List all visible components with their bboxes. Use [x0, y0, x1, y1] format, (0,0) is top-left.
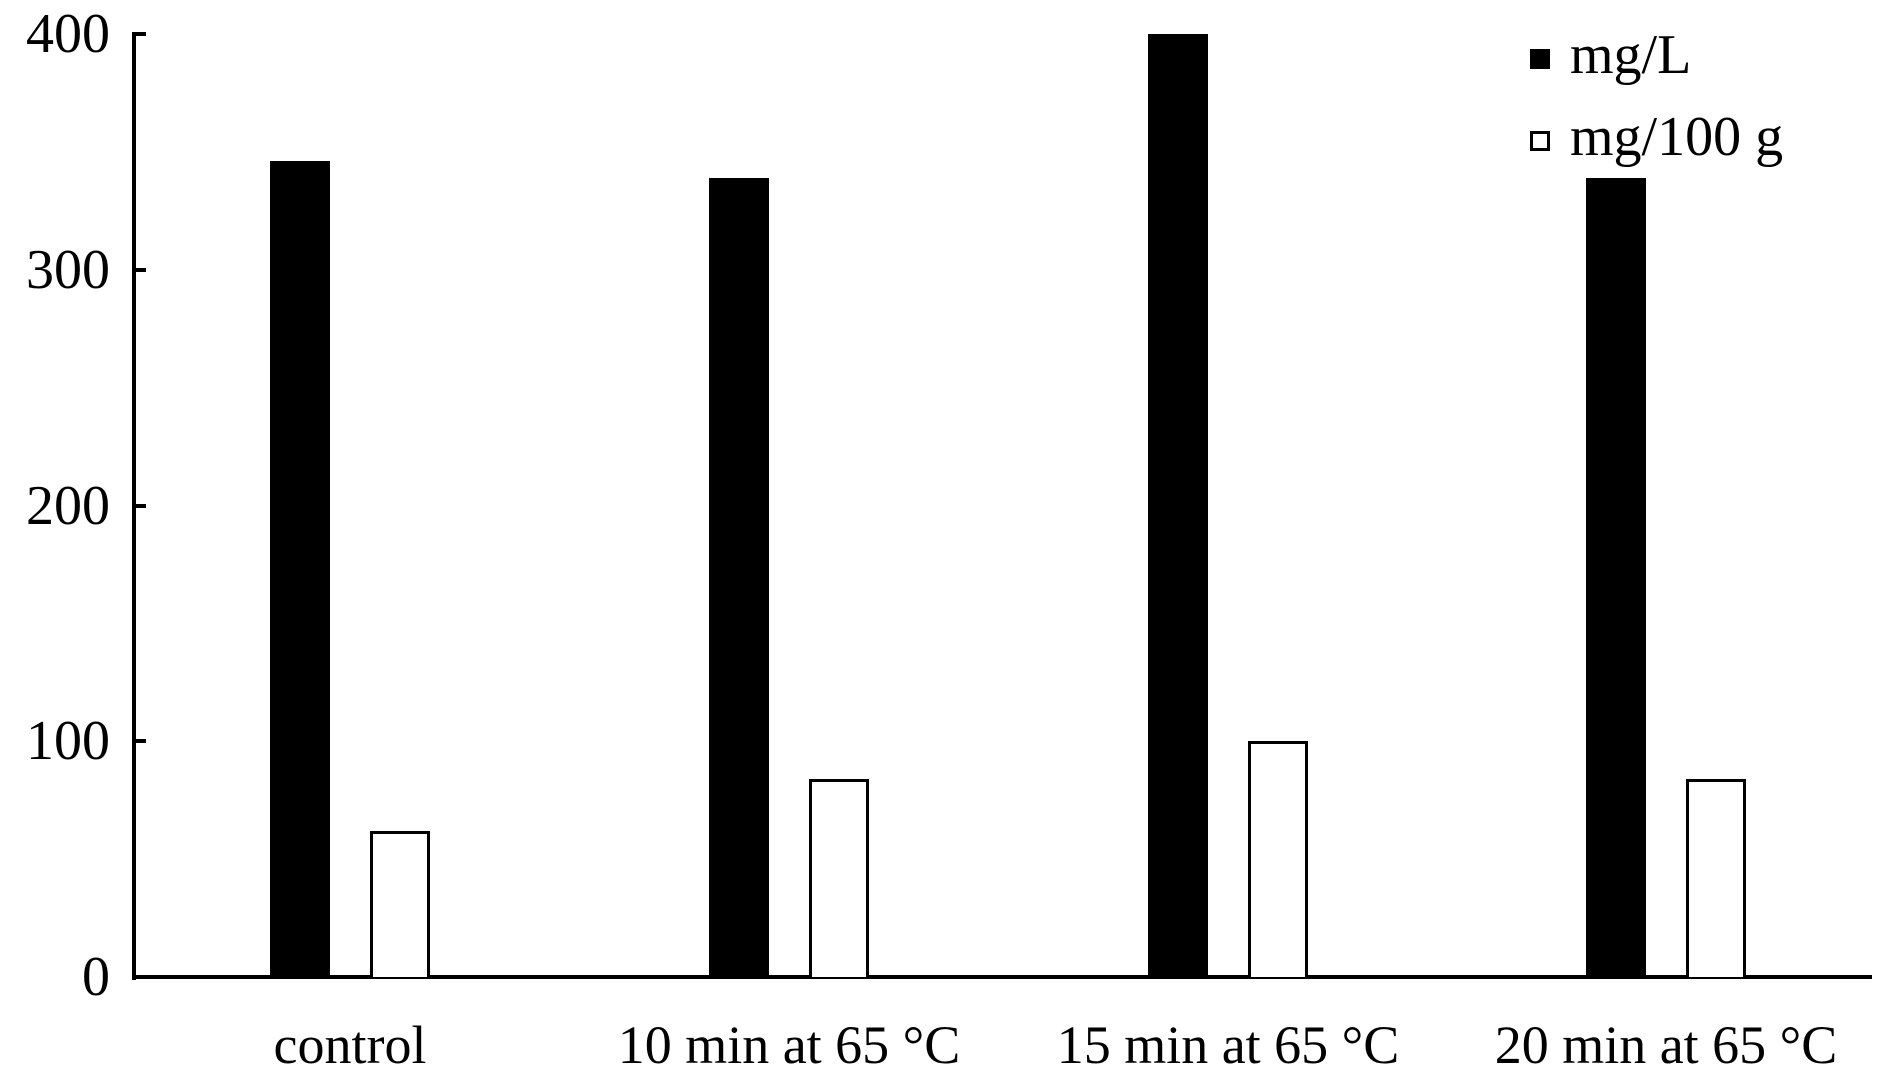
legend-item-mg-per-l: mg/L	[1530, 14, 1783, 96]
legend-swatch-outline-icon	[1530, 131, 1550, 151]
bar-mg-per-100g	[1686, 778, 1746, 977]
bar-mg-per-l	[270, 161, 330, 977]
bar-mg-per-l	[709, 177, 769, 977]
x-category-label: 15 min at 65 °C	[1056, 1015, 1400, 1075]
bar-mg-per-l	[1148, 34, 1208, 977]
bar-mg-per-l	[1586, 177, 1646, 977]
x-category-label: control	[273, 1015, 427, 1075]
legend-item-mg-per-100g: mg/100 g	[1530, 96, 1783, 178]
x-axis-line	[132, 975, 1872, 979]
y-tick-mark	[132, 739, 146, 744]
bar-mg-per-100g	[1248, 741, 1308, 977]
legend-label: mg/100 g	[1570, 106, 1784, 168]
legend: mg/L mg/100 g	[1530, 14, 1783, 178]
bar-mg-per-100g	[809, 778, 869, 977]
y-tick-label: 200	[26, 474, 110, 537]
y-tick-mark	[132, 267, 146, 272]
y-tick-mark	[132, 503, 146, 508]
y-tick-label: 300	[26, 238, 110, 301]
y-tick-label: 400	[26, 3, 110, 65]
y-tick-mark	[132, 975, 146, 979]
y-tick-label: 100	[26, 710, 110, 773]
y-tick-mark	[132, 32, 146, 36]
legend-swatch-solid-icon	[1530, 49, 1550, 69]
bar-mg-per-100g	[370, 830, 430, 977]
legend-label: mg/L	[1570, 24, 1692, 86]
x-category-label: 20 min at 65 °C	[1494, 1015, 1838, 1075]
y-tick-label: 0	[82, 946, 110, 1008]
x-category-label: 10 min at 65 °C	[617, 1015, 961, 1075]
